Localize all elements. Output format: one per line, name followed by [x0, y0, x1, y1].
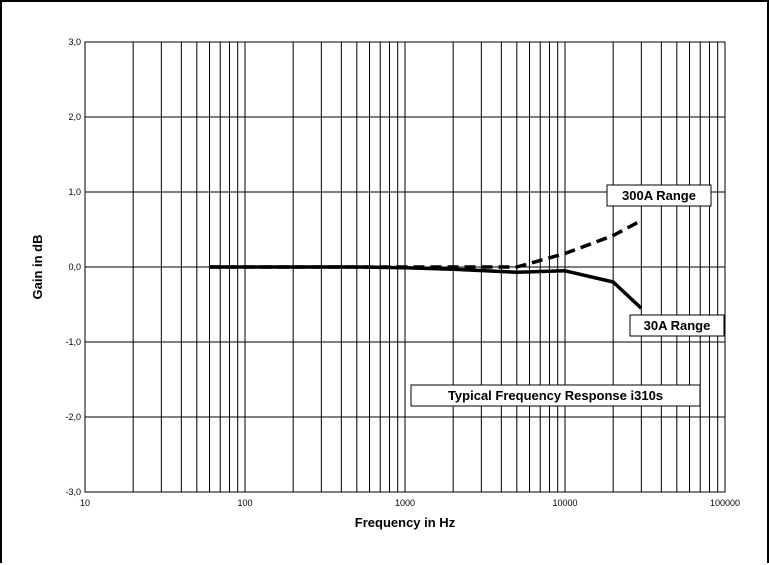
- annotation-30a-box: [629, 314, 725, 337]
- y-tick-label: 2,0: [68, 112, 81, 122]
- annotation-300a-label: 300A Range: [622, 188, 696, 203]
- x-tick-label: 100: [237, 498, 252, 508]
- annotation-caption-box: [410, 384, 701, 407]
- annotation-300a: 300A Range: [606, 184, 712, 207]
- y-tick-label: -2,0: [65, 412, 81, 422]
- y-tick-label: 1,0: [68, 187, 81, 197]
- annotation-300a-box: [606, 184, 712, 207]
- plot-border: [84, 41, 726, 493]
- y-axis-title: Gain in dB: [30, 235, 45, 300]
- x-tick-label: 100000: [710, 498, 740, 508]
- y-tick-label: 0,0: [68, 262, 81, 272]
- y-tick-label: -1,0: [65, 337, 81, 347]
- annotation-30a-label: 30A Range: [644, 318, 711, 333]
- x-axis-title: Frequency in Hz: [355, 515, 456, 530]
- y-tick-label: 3,0: [68, 37, 81, 47]
- x-tick-labels: 10 100 1000 10000 100000: [80, 498, 740, 508]
- annotation-caption: Typical Frequency Response i310s: [410, 384, 701, 407]
- x-tick-label: 10: [80, 498, 90, 508]
- x-tick-label: 10000: [552, 498, 577, 508]
- series-line-30a: [209, 265, 643, 310]
- y-tick-label: -3,0: [65, 487, 81, 497]
- x-tick-label: 1000: [395, 498, 415, 508]
- y-tick-labels: 3,0 2,0 1,0 0,0 -1,0 -2,0 -3,0: [65, 37, 81, 497]
- annotation-caption-label: Typical Frequency Response i310s: [448, 388, 663, 403]
- series-group: [209, 218, 643, 310]
- series-line-300a: [209, 218, 643, 269]
- annotation-30a: 30A Range: [629, 314, 725, 337]
